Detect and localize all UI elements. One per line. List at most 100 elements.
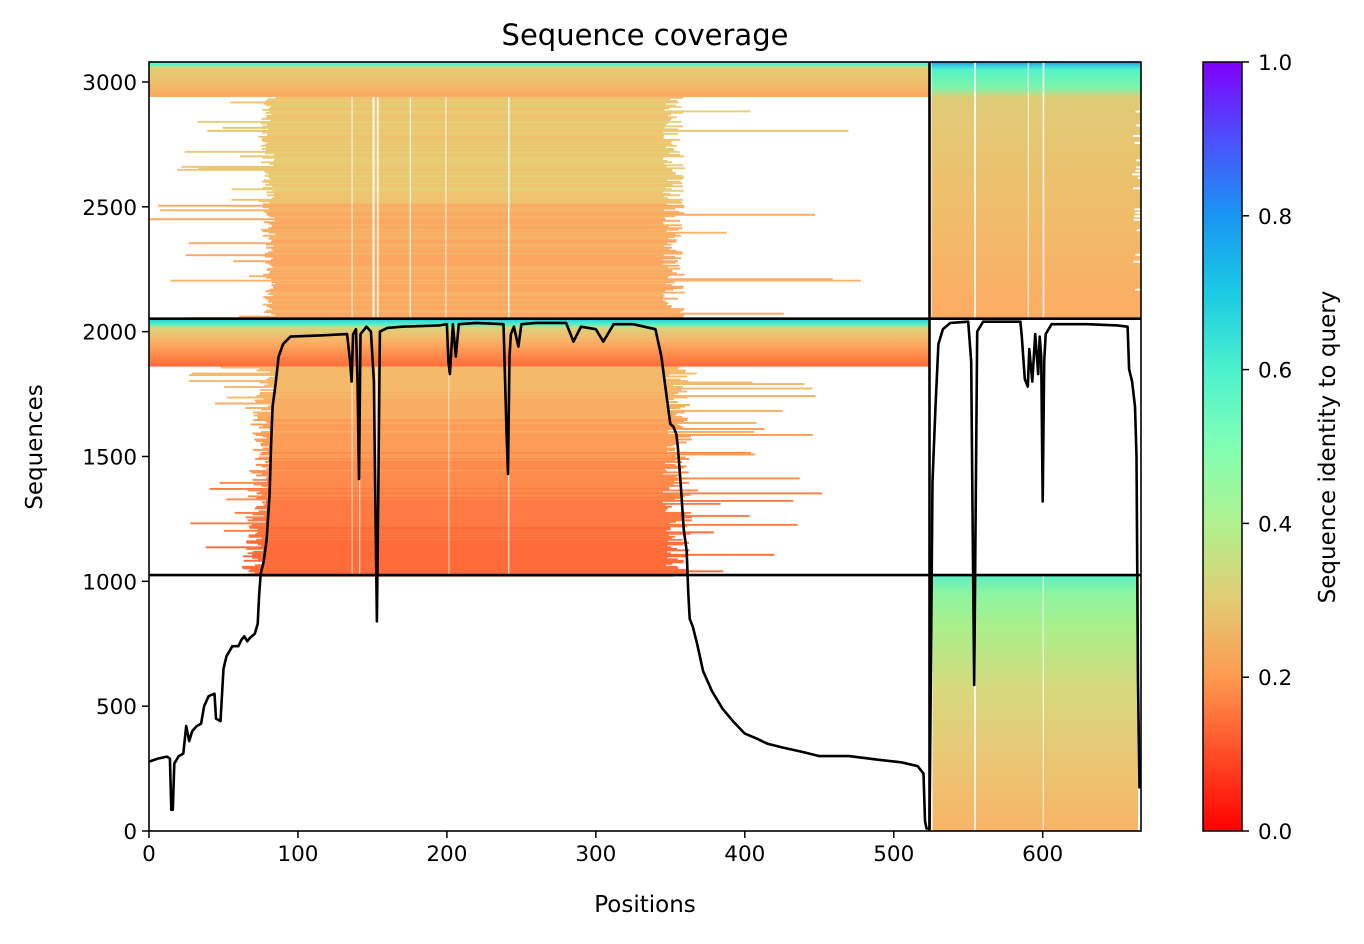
alignment-row xyxy=(266,194,681,197)
alignment-row xyxy=(273,192,671,195)
alignment-row xyxy=(270,291,686,294)
alignment-row xyxy=(259,389,682,391)
alignment-row xyxy=(242,565,678,568)
alignment-row xyxy=(246,547,678,550)
alignment-row xyxy=(265,111,684,114)
alignment-row xyxy=(263,549,690,552)
alignment-row xyxy=(264,460,683,463)
alignment-row xyxy=(209,487,670,490)
alignment-row xyxy=(256,369,686,372)
alignment-row xyxy=(266,305,672,308)
alignment-row xyxy=(273,285,684,288)
colorbar-ticks: 0.0 0.2 0.4 0.6 0.8 1.0 xyxy=(1242,51,1292,845)
alignment-row xyxy=(271,197,668,200)
alignment-row xyxy=(272,308,685,311)
y-axis-label: Sequences xyxy=(22,384,48,509)
alignment-row xyxy=(268,207,676,210)
alignment-row xyxy=(265,520,676,523)
alignment-row xyxy=(248,535,676,538)
alignment-row xyxy=(273,159,668,162)
x-axis-label: Positions xyxy=(594,892,696,918)
alignment-row xyxy=(262,186,666,189)
alignment-row xyxy=(259,368,678,370)
alignment-row xyxy=(158,204,685,207)
alignment-row xyxy=(270,240,677,243)
colorbar-tick-label: 0.6 xyxy=(1258,359,1292,384)
alignment-row xyxy=(248,570,724,573)
alignment-row xyxy=(262,230,667,233)
x-tick-label: 600 xyxy=(1022,842,1063,867)
alignment-row xyxy=(251,553,775,556)
alignment-row xyxy=(257,413,677,415)
colorbar-tick-label: 0.8 xyxy=(1258,205,1292,230)
alignment-row xyxy=(264,174,683,177)
gap-streak xyxy=(448,366,450,576)
gap-streak xyxy=(372,96,375,319)
alignment-row xyxy=(270,270,673,273)
row-end-gap xyxy=(1133,187,1141,190)
gap-streak xyxy=(351,96,353,319)
alignment-row xyxy=(266,246,672,249)
alignment-row xyxy=(257,416,683,418)
alignment-row xyxy=(247,489,698,492)
alignment-row xyxy=(260,444,674,447)
alignment-row xyxy=(269,236,675,239)
row-end-gap xyxy=(1136,229,1141,232)
alignment-row xyxy=(272,257,682,260)
alignment-row xyxy=(269,222,664,225)
alignment-row xyxy=(266,468,665,471)
alignment-row xyxy=(176,168,673,171)
alignment-row xyxy=(205,546,672,549)
alignment-row xyxy=(274,195,664,198)
alignment-row xyxy=(264,143,673,146)
alignment-row xyxy=(263,398,674,400)
x-tick-label: 400 xyxy=(724,842,765,867)
alignment-row xyxy=(238,315,684,318)
gap-streak xyxy=(1027,62,1029,319)
alignment-row xyxy=(257,417,688,420)
y-tick-label: 1500 xyxy=(82,445,137,470)
alignment-row xyxy=(267,475,677,478)
alignment-row xyxy=(242,567,679,570)
alignment-row xyxy=(267,141,671,144)
alignment-row xyxy=(251,523,798,526)
alignment-row xyxy=(267,405,686,408)
alignment-row xyxy=(268,459,676,462)
alignment-row xyxy=(245,407,681,409)
alignment-row xyxy=(256,474,681,477)
alignment-row xyxy=(262,425,681,427)
alignment-row xyxy=(189,374,669,376)
alignment-row xyxy=(265,477,800,480)
alignment-row xyxy=(274,158,664,161)
alignment-row xyxy=(271,239,677,242)
alignment-row xyxy=(224,386,683,388)
row-end-gap xyxy=(1135,211,1141,214)
x-tick-label: 200 xyxy=(426,842,467,867)
coverage-line-layer xyxy=(149,320,1141,830)
alignment-row xyxy=(263,296,664,299)
alignment-row xyxy=(234,511,692,514)
alignment-row xyxy=(263,221,664,224)
alignment-row xyxy=(252,432,669,435)
alignment-row xyxy=(184,150,680,153)
alignment-row xyxy=(262,447,676,450)
alignment-row xyxy=(262,435,691,438)
alignment-row xyxy=(227,396,688,399)
alignment-row xyxy=(247,552,671,555)
alignment-row xyxy=(263,504,666,507)
alignment-row xyxy=(272,189,685,192)
alignment-row xyxy=(231,198,684,201)
alignment-row xyxy=(267,300,666,303)
row-end-gap xyxy=(1134,141,1141,144)
row-end-gap xyxy=(1133,218,1141,221)
coverage-line xyxy=(149,320,1141,830)
alignment-row xyxy=(197,120,682,123)
alignment-row xyxy=(266,437,679,439)
alignment-row xyxy=(267,134,665,137)
alignment-row xyxy=(256,538,683,541)
alignment-row xyxy=(188,380,689,382)
block-fill xyxy=(931,62,1141,319)
alignment-row xyxy=(269,182,683,185)
msa-block-lower-right xyxy=(932,575,1139,831)
alignment-row xyxy=(266,508,667,511)
